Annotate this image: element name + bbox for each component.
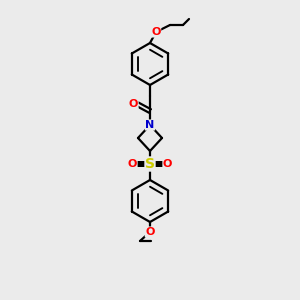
Text: O: O	[145, 227, 155, 237]
Text: N: N	[146, 120, 154, 130]
Text: O: O	[129, 99, 138, 109]
Text: O: O	[163, 159, 172, 169]
Text: S: S	[145, 157, 155, 171]
Text: O: O	[151, 27, 161, 37]
Text: O: O	[128, 159, 137, 169]
